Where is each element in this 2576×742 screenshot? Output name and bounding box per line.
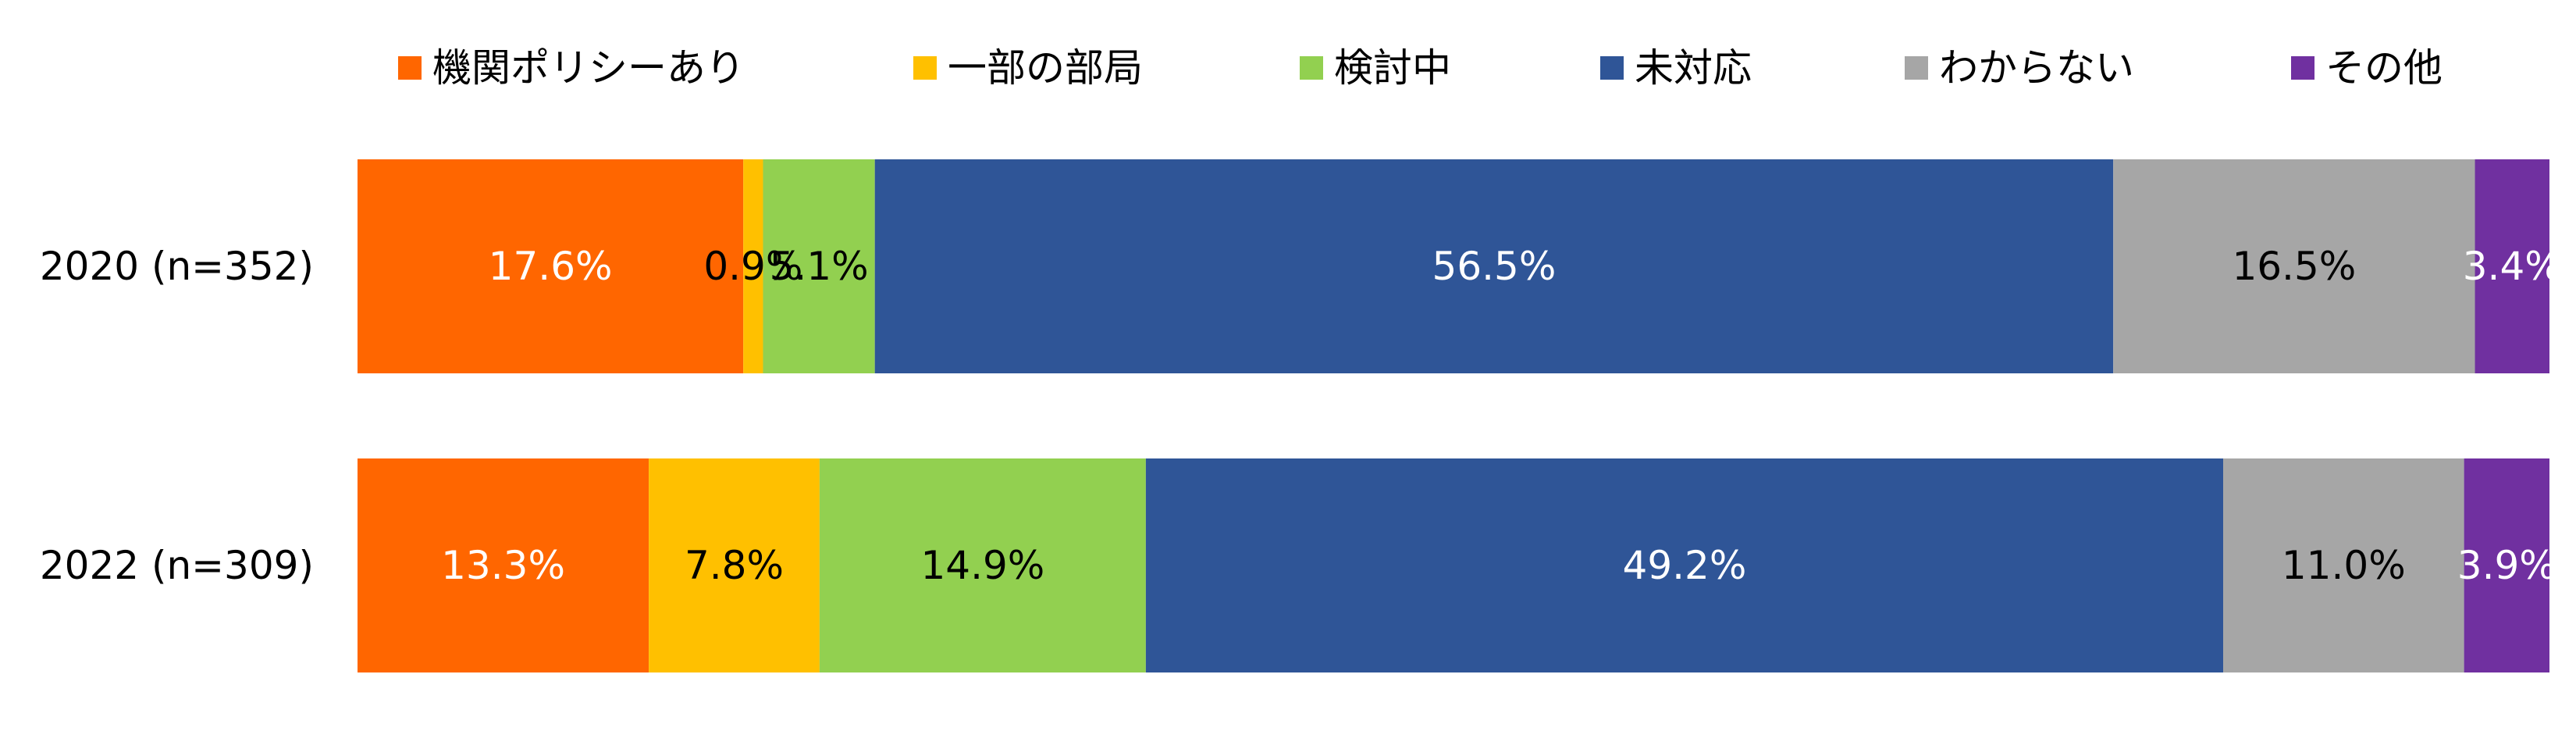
category-label-1: 2020 (n=352) [40, 244, 314, 289]
legend-label-3: 検討中 [1334, 45, 1451, 91]
data-label-2-1: 13.3% [441, 543, 565, 588]
plot-area: 17.6% 0.9%5.1% 56.5% 16.5% 3.4% 13.3% 7.8% 14.9… [358, 159, 2562, 672]
bar-segment-2-1 [358, 458, 649, 672]
data-label-1-5: 16.5% [2232, 244, 2356, 289]
data-label-1-2: 0.9% [703, 244, 802, 289]
legend-swatch-2 [913, 56, 937, 80]
legend-label-5: わからない [1939, 45, 2134, 91]
data-label-2-6: 3.9% [2457, 543, 2556, 588]
legend-label-6: その他 [2325, 45, 2443, 91]
legend-label-4: 未対応 [1635, 45, 1752, 91]
legend: 機関ポリシーあり 一部の部局 検討中 未対応 わからない その他 [398, 45, 2443, 91]
legend-swatch-1 [398, 56, 422, 80]
legend-label-1: 機関ポリシーあり [432, 45, 745, 91]
data-label-2-2: 7.8% [685, 543, 784, 588]
data-label-2-3: 14.9% [920, 543, 1044, 588]
legend-label-2: 一部の部局 [948, 45, 1143, 91]
bar-segment-1-5 [2113, 159, 2475, 373]
category-axis: 2020 (n=352) 2022 (n=309) [40, 244, 314, 588]
bar-segment-1-1 [358, 159, 744, 373]
legend-swatch-3 [1300, 56, 1323, 80]
legend-swatch-6 [2291, 56, 2314, 80]
bar-segment-2-6 [2464, 458, 2549, 672]
bar-segment-1-6 [2475, 159, 2549, 373]
bar-segment-1-3 [763, 159, 875, 373]
data-label-1-6: 3.4% [2463, 244, 2562, 289]
bar-segment-1-2 [743, 159, 763, 373]
data-label-1-4: 56.5% [1432, 244, 1557, 289]
legend-swatch-5 [1905, 56, 1928, 80]
category-label-2: 2022 (n=309) [40, 543, 314, 588]
data-label-2-4: 49.2% [1623, 543, 1747, 588]
bar-segment-2-4 [1145, 458, 2224, 672]
data-label-2-5: 11.0% [2282, 543, 2406, 588]
bar-segment-2-2 [649, 458, 820, 672]
bar-segment-2-3 [819, 458, 1146, 672]
data-label-1-1: 17.6% [489, 244, 613, 289]
data-label-1-3: 5.1% [770, 244, 869, 289]
legend-swatch-4 [1600, 56, 1624, 80]
bar-segment-1-4 [874, 159, 2114, 373]
bar-segment-2-5 [2223, 458, 2464, 672]
